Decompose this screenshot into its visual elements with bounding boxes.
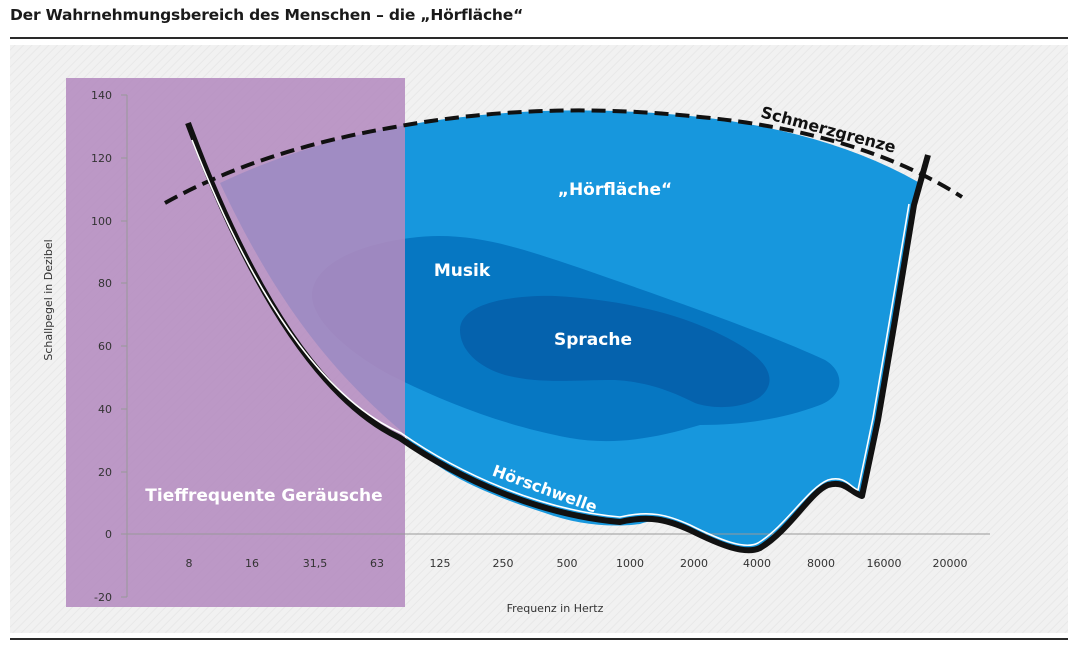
x-tick-label: 8000 bbox=[807, 557, 835, 570]
y-tick-label: 100 bbox=[91, 215, 112, 228]
y-tick-label: 80 bbox=[98, 277, 112, 290]
bottom-divider bbox=[10, 638, 1068, 640]
sprache-label: Sprache bbox=[554, 330, 632, 350]
y-tick-labels: 140 120 100 80 60 40 20 0 -20 bbox=[91, 89, 112, 604]
top-divider bbox=[10, 37, 1068, 39]
hoerflaeche-label: „Hörfläche“ bbox=[558, 180, 672, 200]
x-tick-labels: 8 16 31,5 63 125 250 500 1000 2000 4000 … bbox=[186, 557, 968, 570]
x-tick-label: 63 bbox=[370, 557, 384, 570]
y-tick-label: 120 bbox=[91, 152, 112, 165]
x-tick-label: 8 bbox=[186, 557, 193, 570]
y-tick-label: 140 bbox=[91, 89, 112, 102]
sprache-area bbox=[460, 295, 770, 408]
hoerschwelle-outline bbox=[185, 121, 931, 554]
hoerschwelle-highlight bbox=[191, 139, 910, 547]
tieffrequent-label: Tieffrequente Geräusche bbox=[145, 486, 382, 506]
y-tick-label: -20 bbox=[94, 591, 112, 604]
y-axis-label: Schallpegel in Dezibel bbox=[42, 239, 55, 360]
y-tick-label: 40 bbox=[98, 403, 112, 416]
x-tick-label: 4000 bbox=[743, 557, 771, 570]
chart-title: Der Wahrnehmungsbereich des Menschen – d… bbox=[10, 6, 524, 24]
x-tick-label: 500 bbox=[557, 557, 578, 570]
tieffrequent-region bbox=[66, 78, 405, 607]
y-tick-label: 60 bbox=[98, 340, 112, 353]
x-tick-label: 20000 bbox=[933, 557, 968, 570]
x-tick-label: 16000 bbox=[867, 557, 902, 570]
schmerzgrenze-line bbox=[164, 108, 964, 205]
x-tick-label: 1000 bbox=[616, 557, 644, 570]
region-labels: „Hörfläche“ Musik Sprache Tieffrequente … bbox=[145, 180, 672, 506]
musik-label: Musik bbox=[434, 261, 491, 281]
y-tick-label: 20 bbox=[98, 466, 112, 479]
x-tick-label: 2000 bbox=[680, 557, 708, 570]
x-tick-label: 16 bbox=[245, 557, 259, 570]
y-tick-label: 0 bbox=[105, 528, 112, 541]
x-tick-label: 31,5 bbox=[303, 557, 328, 570]
x-tick-label: 250 bbox=[493, 557, 514, 570]
x-tick-label: 125 bbox=[430, 557, 451, 570]
x-axis-label: Frequenz in Hertz bbox=[507, 602, 604, 615]
